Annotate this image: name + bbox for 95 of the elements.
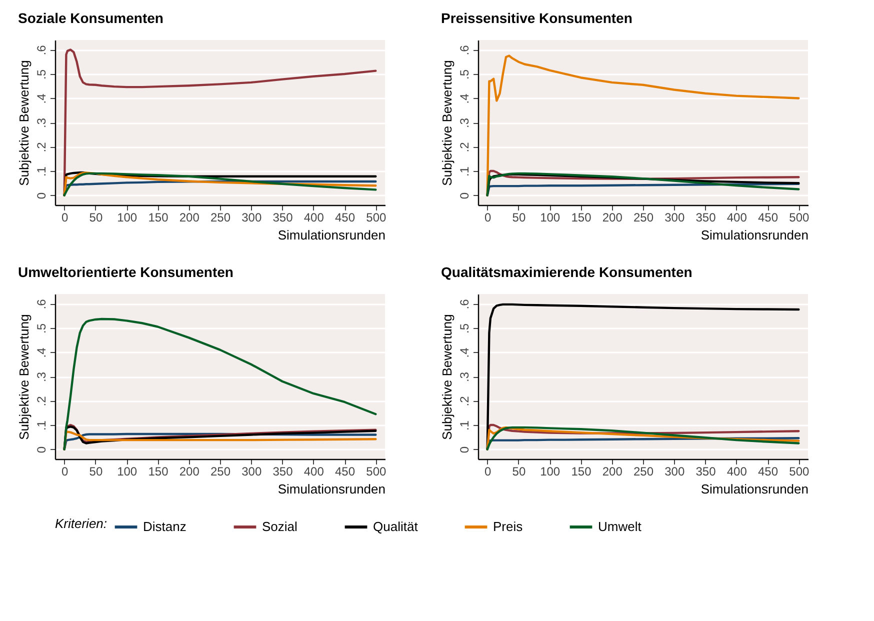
y-axis-title: Subjektive Bewertung bbox=[16, 314, 32, 440]
x-axis-title: Simulationsrunden bbox=[700, 228, 808, 242]
y-tick-label: .5 bbox=[34, 323, 48, 334]
line-series bbox=[486, 54, 800, 196]
line-series bbox=[486, 303, 800, 450]
y-axis-title: Subjektive Bewertung bbox=[440, 60, 454, 186]
y-tick-label: .6 bbox=[34, 44, 48, 56]
x-tick-label: 150 bbox=[571, 210, 592, 224]
x-tick-label: 300 bbox=[242, 210, 262, 224]
x-tick-label: 250 bbox=[633, 210, 654, 224]
x-tick-label: 0 bbox=[484, 210, 492, 224]
x-tick-label: 50 bbox=[512, 464, 526, 478]
x-tick-label: 400 bbox=[304, 210, 324, 224]
legend-label: Umwelt bbox=[598, 519, 642, 534]
y-tick-label: .2 bbox=[34, 396, 48, 406]
y-tick-label: 0 bbox=[34, 192, 48, 200]
x-tick-label: 400 bbox=[304, 464, 324, 478]
chart-title: Preissensitive Konsumenten bbox=[441, 10, 632, 26]
y-tick-label: .6 bbox=[458, 44, 472, 56]
legend-label: Preis bbox=[493, 519, 524, 534]
y-tick-label: .5 bbox=[34, 69, 48, 80]
x-tick-label: 100 bbox=[540, 210, 560, 224]
line-series bbox=[63, 318, 377, 450]
x-tick-label: 300 bbox=[242, 464, 262, 478]
x-tick-label: 450 bbox=[335, 210, 356, 224]
x-tick-label: 150 bbox=[148, 464, 169, 478]
legend-label: Sozial bbox=[262, 519, 298, 534]
x-tick-label: 450 bbox=[758, 210, 778, 224]
x-tick-label: 300 bbox=[664, 210, 685, 224]
x-tick-label: 500 bbox=[366, 210, 386, 224]
y-tick-label: .2 bbox=[34, 142, 48, 152]
y-tick-label: .3 bbox=[458, 118, 472, 128]
x-axis-title: Simulationsrunden bbox=[700, 482, 808, 496]
x-tick-label: 50 bbox=[89, 464, 103, 478]
y-axis-title: Subjektive Bewertung bbox=[440, 314, 454, 440]
y-tick-label: .2 bbox=[458, 142, 472, 152]
chart-title: Qualitätsmaximierende Konsumenten bbox=[441, 264, 692, 280]
y-tick-label: .2 bbox=[458, 396, 472, 406]
y-tick-label: .4 bbox=[34, 347, 48, 358]
x-tick-label: 250 bbox=[210, 464, 231, 478]
x-tick-label: 350 bbox=[272, 210, 294, 224]
x-tick-label: 350 bbox=[696, 464, 716, 478]
chart-title: Soziale Konsumenten bbox=[18, 10, 164, 26]
y-tick-label: .5 bbox=[458, 69, 472, 80]
y-tick-label: .4 bbox=[458, 347, 472, 358]
x-tick-label: 250 bbox=[633, 464, 654, 478]
x-tick-label: 50 bbox=[512, 210, 526, 224]
legend-title: Kriterien: bbox=[55, 516, 108, 531]
y-tick-label: .4 bbox=[34, 93, 48, 104]
y-tick-label: 0 bbox=[458, 192, 472, 200]
y-tick-label: .3 bbox=[458, 372, 472, 382]
y-tick-label: .1 bbox=[458, 166, 472, 177]
x-tick-label: 350 bbox=[272, 464, 294, 478]
x-axis-title: Simulationsrunden bbox=[278, 228, 386, 242]
x-tick-label: 100 bbox=[540, 464, 560, 478]
x-tick-label: 100 bbox=[117, 210, 138, 224]
x-tick-label: 450 bbox=[335, 464, 356, 478]
x-tick-label: 450 bbox=[758, 464, 778, 478]
x-tick-label: 0 bbox=[61, 210, 68, 224]
x-tick-label: 350 bbox=[696, 210, 716, 224]
x-tick-label: 50 bbox=[89, 210, 103, 224]
x-tick-label: 500 bbox=[789, 464, 810, 478]
x-axis-title: Simulationsrunden bbox=[278, 482, 386, 496]
x-tick-label: 250 bbox=[210, 210, 231, 224]
x-tick-label: 200 bbox=[179, 210, 200, 224]
y-tick-label: .6 bbox=[34, 298, 48, 310]
y-axis-title: Subjektive Bewertung bbox=[16, 60, 32, 186]
x-tick-label: 500 bbox=[366, 464, 386, 478]
x-tick-label: 200 bbox=[602, 464, 623, 478]
x-tick-label: 150 bbox=[571, 464, 592, 478]
x-tick-label: 0 bbox=[61, 464, 68, 478]
y-tick-label: .1 bbox=[458, 420, 472, 431]
x-tick-label: 200 bbox=[179, 464, 200, 478]
x-tick-label: 500 bbox=[789, 210, 810, 224]
legend-label: Qualität bbox=[373, 519, 418, 534]
x-tick-label: 150 bbox=[148, 210, 169, 224]
y-tick-label: .6 bbox=[458, 298, 472, 310]
y-tick-label: 0 bbox=[458, 446, 472, 454]
y-tick-label: .3 bbox=[34, 118, 48, 128]
y-tick-label: .1 bbox=[34, 166, 48, 177]
y-tick-label: .5 bbox=[458, 323, 472, 334]
x-tick-label: 0 bbox=[484, 464, 492, 478]
x-tick-label: 200 bbox=[602, 210, 623, 224]
x-tick-label: 300 bbox=[664, 464, 685, 478]
line-series bbox=[63, 48, 377, 196]
x-tick-label: 100 bbox=[117, 464, 138, 478]
chart-title: Umweltorientierte Konsumenten bbox=[18, 264, 234, 280]
y-tick-label: .1 bbox=[34, 420, 48, 431]
line-series bbox=[486, 182, 800, 196]
y-tick-label: .4 bbox=[458, 93, 472, 104]
legend-label: Distanz bbox=[143, 519, 186, 534]
x-tick-label: 400 bbox=[726, 464, 748, 478]
x-tick-label: 400 bbox=[726, 210, 748, 224]
y-tick-label: .3 bbox=[34, 372, 48, 382]
y-tick-label: 0 bbox=[34, 446, 48, 454]
